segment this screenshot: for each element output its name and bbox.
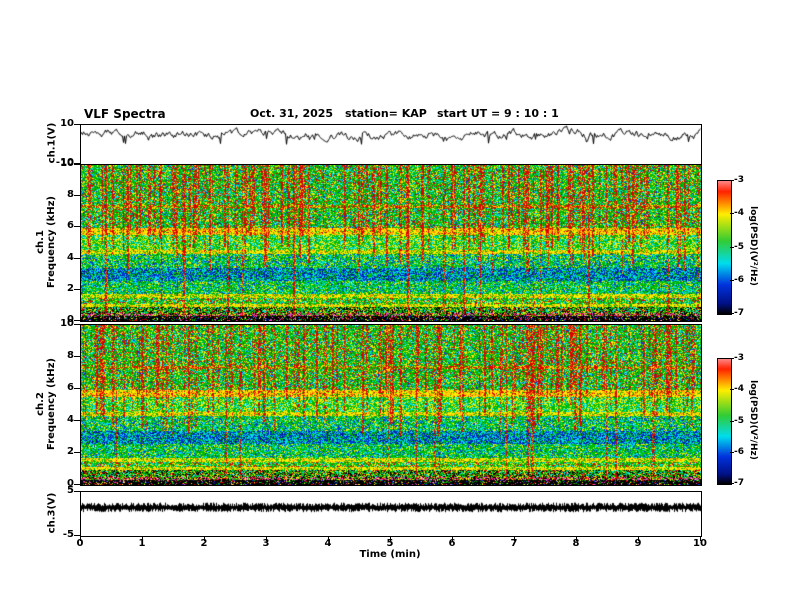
x-tick [576,536,577,541]
start-ut-label: start UT = 9 : 10 : 1 [437,107,559,120]
colorbar-tick-label-ch1: -3 [734,175,744,185]
date-label: Oct. 31, 2025 [250,107,334,120]
y-tick [74,452,80,453]
x-tick-label: 1 [138,538,146,549]
x-tick [638,536,639,541]
colorbar-tick-label-ch1: -7 [734,308,744,318]
x-tick-label: 9 [634,538,642,549]
ch3-voltage-plot [80,491,702,537]
y-tick [74,324,80,325]
y-tick [74,124,80,125]
y-tick-label: 0 [67,478,74,489]
y-axis-label-ch2-line1: ch.2 [35,392,46,416]
colorbar-tick-ch1 [730,180,734,181]
y-tick [74,491,80,492]
x-tick-label: 5 [386,538,394,549]
y-tick [74,226,80,227]
y-tick [74,258,80,259]
y-tick [74,388,80,389]
y-tick [74,164,80,165]
x-tick-label: 7 [510,538,518,549]
y-tick-label: 5 [67,485,74,496]
colorbar-tick-label-ch1: -5 [734,241,744,252]
x-tick-label: 6 [448,538,456,549]
x-tick [204,536,205,541]
ch1-voltage-plot [80,124,702,165]
x-tick-label: 2 [200,538,208,549]
y-axis-label-ch1-line1: ch.1 [35,230,46,254]
y-tick-label: 2 [67,282,74,294]
y-axis-label-ch2-frequency: ch.2 Frequency (kHz) [35,358,57,450]
y-tick-label: 10 [60,318,74,329]
y-tick [74,163,80,164]
y-tick-label: 8 [67,350,74,361]
y-tick-label: 2 [67,446,74,457]
colorbar-tick-label-ch2: -3 [734,353,744,363]
x-tick [514,536,515,541]
y-tick-label: -10 [55,157,74,168]
colorbar-tick-label-ch1: -4 [734,208,744,219]
colorbar-tick-ch1 [730,313,734,314]
y-tick-label: 0 [67,314,74,325]
x-tick [328,536,329,541]
colorbar-tick-ch2 [730,389,734,390]
figure-title: VLF Spectra [84,107,166,121]
y-tick [74,420,80,421]
colorbar-tick-ch1 [730,213,734,214]
y-tick-label: 4 [67,251,74,263]
colorbar-tick-label-ch2: -5 [734,415,744,426]
colorbar-tick-label-ch2: -4 [734,384,744,395]
colorbar-tick-label-ch2: -7 [734,478,744,488]
y-tick-label: 6 [67,220,74,232]
y-tick [74,356,80,357]
y-tick [74,484,80,485]
y-tick [74,195,80,196]
colorbar-tick-label-ch2: -6 [734,446,744,457]
colorbar-tick-ch2 [730,421,734,422]
y-tick-label: 10 [60,158,74,169]
x-tick [390,536,391,541]
y-tick-label: 10 [60,118,74,129]
x-tick [266,536,267,541]
x-tick-label: 3 [262,538,270,549]
y-tick-label: 4 [67,414,74,425]
colorbar-tick-ch2 [730,358,734,359]
y-tick-label: -5 [62,529,74,540]
ch1-spectrogram [80,164,702,322]
colorbar-tick-label-ch1: -6 [734,274,744,285]
y-tick-label: 6 [67,382,74,393]
x-tick [142,536,143,541]
colorbar-tick-ch2 [730,452,734,453]
y-tick-label: 8 [67,189,74,201]
y-axis-label-ch1-frequency: ch.1 Frequency (kHz) [35,196,57,288]
x-tick-label: 8 [572,538,580,549]
y-tick [74,535,80,536]
y-axis-label-ch2-line2: Frequency (kHz) [46,358,57,450]
colorbar-tick-ch1 [730,280,734,281]
y-axis-label-ch1-line2: Frequency (kHz) [46,196,57,288]
y-tick [74,320,80,321]
x-tick [700,536,701,541]
colorbar-tick-ch1 [730,247,734,248]
x-tick [80,536,81,541]
x-tick-label: 4 [324,538,332,549]
x-tick-label: 0 [76,538,84,549]
station-label: station= KAP [345,107,427,120]
y-axis-label-ch3-voltage: ch.3(V) [46,492,58,534]
x-axis-title: Time (min) [359,549,421,560]
y-tick [74,289,80,290]
ch2-spectrogram [80,324,702,486]
x-tick [452,536,453,541]
x-tick-label: 10 [693,538,707,549]
colorbar-tick-ch2 [730,483,734,484]
